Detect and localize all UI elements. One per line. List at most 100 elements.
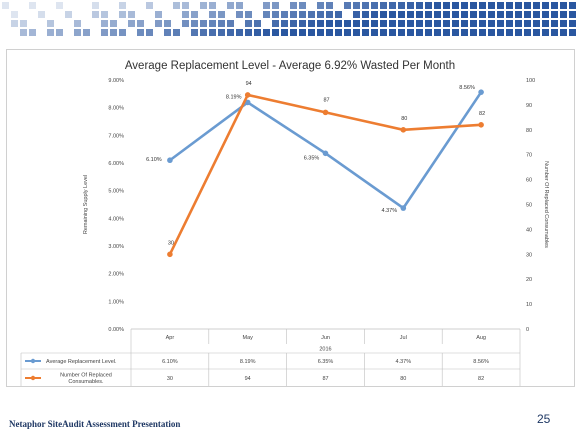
banner-square [551, 20, 558, 27]
banner-square [443, 11, 450, 18]
banner-square [407, 11, 414, 18]
data-point [478, 89, 484, 95]
footer-text: Netaphor SiteAudit Assessment Presentati… [9, 419, 181, 429]
banner-square [11, 11, 18, 18]
banner-square [380, 11, 387, 18]
banner-square [488, 20, 495, 27]
banner-square [317, 20, 324, 27]
banner-square [515, 11, 522, 18]
legend-swatch-marker [30, 375, 36, 381]
banner-square [560, 2, 567, 9]
banner-square [344, 2, 351, 9]
banner-square [407, 29, 414, 36]
banner-square [200, 2, 207, 9]
y2-tick-label: 90 [526, 103, 532, 109]
table-cell: 80 [400, 376, 406, 382]
legend-label: Number Of Replaced Consumables. [60, 373, 112, 386]
banner-square [272, 20, 279, 27]
banner-square [470, 29, 477, 36]
y-tick-label: 0.00% [108, 327, 124, 333]
banner-square [209, 11, 216, 18]
banner-square [524, 20, 531, 27]
banner-square [263, 11, 270, 18]
y-tick-label: 5.00% [108, 189, 124, 195]
banner-square [38, 11, 45, 18]
series-line [168, 93, 482, 255]
banner-square [452, 29, 459, 36]
banner-square [506, 29, 513, 36]
banner-square [353, 11, 360, 18]
table-cell: 6.35% [318, 359, 334, 365]
banner-square [488, 2, 495, 9]
banner-square [434, 20, 441, 27]
y-tick-label: 1.00% [108, 299, 124, 305]
banner-square [497, 29, 504, 36]
banner-square [299, 29, 306, 36]
banner-square [200, 20, 207, 27]
banner-square [128, 11, 135, 18]
banner-square [425, 29, 432, 36]
banner-square [515, 29, 522, 36]
banner-square [479, 11, 486, 18]
data-label: 6.35% [304, 155, 320, 161]
table-cell: 4.37% [395, 359, 411, 365]
banner-square [569, 2, 576, 9]
banner-square [479, 29, 486, 36]
banner-square [119, 11, 126, 18]
banner-square [389, 11, 396, 18]
banner-square [362, 11, 369, 18]
x-tick-label: Aug [476, 335, 486, 341]
y-tick-label: 7.00% [108, 133, 124, 139]
banner-square [443, 29, 450, 36]
banner-square [443, 2, 450, 9]
banner-square [524, 11, 531, 18]
banner-square [173, 2, 180, 9]
banner-square [263, 29, 270, 36]
data-label: 87 [323, 97, 329, 103]
banner-square [434, 2, 441, 9]
banner-square [335, 29, 342, 36]
banner-square [290, 11, 297, 18]
y2-tick-label: 20 [526, 277, 532, 283]
banner-square [119, 2, 126, 9]
banner-square [470, 11, 477, 18]
banner-square [218, 29, 225, 36]
banner-square [308, 20, 315, 27]
data-label: 82 [479, 111, 485, 117]
banner-square [317, 29, 324, 36]
banner-square [272, 11, 279, 18]
data-point [400, 127, 407, 133]
banner-square [128, 20, 135, 27]
data-point [167, 157, 173, 164]
banner-square [407, 2, 414, 9]
banner-square [191, 29, 198, 36]
banner-square [281, 11, 288, 18]
series-line [169, 91, 483, 210]
banner-square [92, 2, 99, 9]
banner-square [362, 2, 369, 9]
banner-square [335, 20, 342, 27]
banner-square [20, 29, 27, 36]
table-cell: 87 [322, 376, 328, 382]
banner-square [299, 20, 306, 27]
line-chart: Average Replacement Level - Average 6.92… [20, 60, 549, 388]
banner-square [425, 11, 432, 18]
data-label: 30 [168, 240, 174, 246]
banner-square [272, 29, 279, 36]
banner-square [191, 20, 198, 27]
table-cell: 8.56% [473, 359, 489, 365]
banner-square [92, 11, 99, 18]
banner-square [236, 2, 243, 9]
y-tick-label: 2.00% [108, 272, 124, 278]
banner-square [146, 2, 153, 9]
banner-square [236, 29, 243, 36]
banner-square [227, 2, 234, 9]
banner-square [272, 2, 279, 9]
banner-square [551, 11, 558, 18]
table-cell: 82 [478, 376, 484, 382]
banner-square [497, 20, 504, 27]
banner-square [164, 20, 171, 27]
banner-square [389, 20, 396, 27]
y-tick-label: 6.00% [108, 161, 124, 167]
banner-square [362, 20, 369, 27]
